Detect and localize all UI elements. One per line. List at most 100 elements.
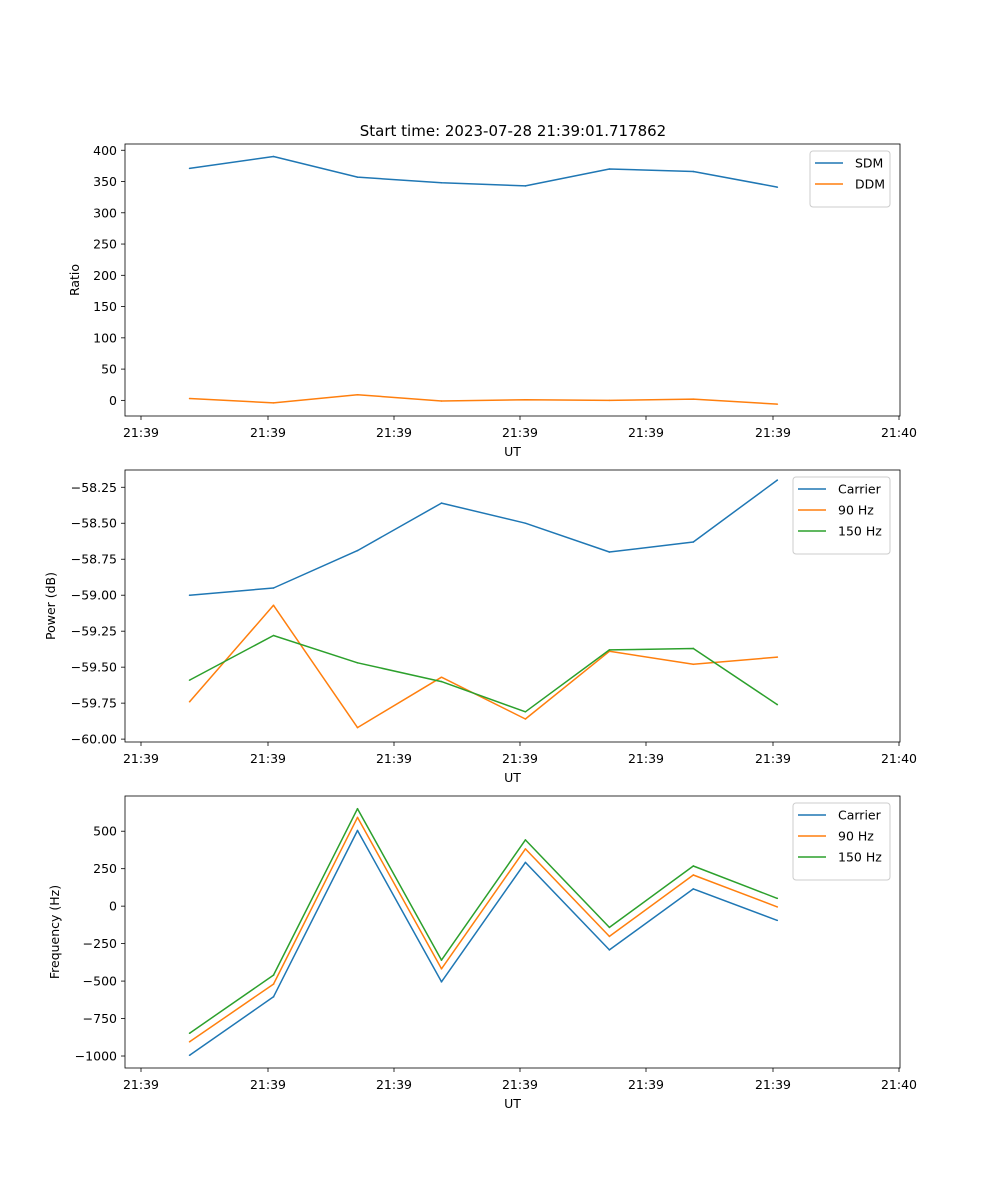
data-point-150-hz — [440, 959, 443, 961]
series-line-ddm — [189, 393, 778, 405]
x-tick-label: 21:39 — [250, 1077, 286, 1092]
series-line-carrier — [189, 829, 778, 1056]
y-tick-label: 50 — [101, 362, 117, 377]
data-point-sdm — [524, 185, 527, 187]
y-tick-label: −59.75 — [71, 696, 117, 711]
y-tick-label: 300 — [93, 205, 117, 220]
data-point-carrier — [440, 981, 443, 983]
legend-box — [792, 476, 891, 555]
x-tick-label: 21:39 — [250, 751, 286, 766]
series-line-90-hz — [189, 604, 778, 729]
data-point-150-hz — [272, 974, 275, 976]
data-point-ddm — [524, 398, 527, 401]
x-tick-label: 21:39 — [123, 425, 159, 440]
y-tick-label: −750 — [83, 1011, 117, 1026]
x-tick-label: 21:39 — [376, 1077, 412, 1092]
data-point-ddm — [692, 398, 695, 400]
data-point-90-hz — [608, 935, 611, 938]
legend-label: 90 Hz — [838, 503, 874, 518]
data-point-sdm — [440, 181, 443, 184]
data-point-sdm — [776, 186, 779, 188]
legend-label: SDM — [855, 156, 883, 171]
legend-label: Carrier — [838, 482, 882, 497]
y-axis-label: Frequency (Hz) — [47, 885, 62, 979]
data-point-carrier — [188, 1054, 191, 1057]
data-point-150-hz — [608, 926, 611, 929]
chart-panel-2: 21:39 21:39 21:39 21:39 21:39 21:39 21:40 UT −60… — [43, 469, 917, 785]
data-point-90-hz — [776, 906, 779, 908]
data-point-carrier — [188, 594, 191, 597]
data-point-90-hz — [188, 700, 191, 703]
figure-title: Start time: 2023-07-28 21:39:01.717862 — [360, 122, 666, 140]
y-tick-label: −58.50 — [71, 516, 117, 531]
legend-box — [792, 802, 891, 881]
x-tick-label: 21:39 — [123, 1077, 159, 1092]
data-point-150-hz — [776, 897, 779, 900]
data-point-150-hz — [188, 679, 191, 681]
legend-label: 150 Hz — [838, 524, 882, 539]
data-point-carrier — [776, 479, 779, 481]
y-axis-label: Ratio — [67, 264, 82, 296]
y-tick-label: −60.00 — [71, 732, 117, 747]
axes-frame — [124, 469, 901, 743]
series-line-150-hz — [189, 807, 778, 1034]
legend-label: 150 Hz — [838, 850, 882, 865]
data-point-carrier — [692, 888, 695, 890]
legend: SDM DDM — [809, 150, 891, 208]
x-tick-label: 21:40 — [881, 425, 917, 440]
y-tick-label: 350 — [93, 174, 117, 189]
data-point-150-hz — [356, 807, 359, 810]
axes-frame — [124, 795, 901, 1069]
y-tick-label: 200 — [93, 268, 117, 283]
legend-label: Carrier — [838, 808, 882, 823]
data-point-sdm — [272, 155, 275, 158]
y-tick-label: 250 — [93, 861, 117, 876]
data-point-carrier — [692, 541, 695, 543]
y-tick-label: −500 — [83, 974, 117, 989]
data-point-90-hz — [692, 663, 695, 666]
y-tick-label: −59.50 — [71, 660, 117, 675]
data-point-carrier — [776, 919, 779, 922]
x-tick-label: 21:39 — [628, 751, 664, 766]
data-point-carrier — [524, 861, 527, 864]
x-tick-label: 21:39 — [376, 751, 412, 766]
data-point-150-hz — [272, 634, 275, 637]
axes-frame — [124, 143, 901, 417]
legend-label: DDM — [855, 177, 885, 192]
data-point-150-hz — [692, 647, 695, 650]
data-point-150-hz — [188, 1032, 191, 1035]
data-point-90-hz — [524, 718, 527, 720]
data-point-150-hz — [356, 662, 359, 664]
data-point-150-hz — [776, 703, 779, 706]
x-tick-label: 21:39 — [755, 1077, 791, 1092]
data-point-90-hz — [272, 604, 275, 607]
data-point-ddm — [272, 402, 275, 404]
data-point-90-hz — [524, 848, 527, 850]
chart-panel-1: 21:39 21:39 21:39 21:39 21:39 21:39 21:40 UT 0 50… — [67, 143, 917, 459]
y-tick-label: −58.25 — [71, 480, 117, 495]
data-point-carrier — [272, 587, 275, 589]
data-point-sdm — [356, 176, 359, 178]
y-tick-label: −58.75 — [71, 552, 117, 567]
data-point-90-hz — [776, 656, 779, 658]
data-point-ddm — [776, 403, 779, 405]
data-point-90-hz — [272, 983, 275, 985]
data-point-carrier — [608, 949, 611, 951]
data-point-90-hz — [188, 1040, 191, 1043]
data-point-150-hz — [440, 680, 443, 683]
x-tick-label: 21:39 — [628, 1077, 664, 1092]
y-tick-label: −59.00 — [71, 588, 117, 603]
data-point-90-hz — [356, 726, 359, 729]
y-tick-label: 400 — [93, 143, 117, 158]
y-axis-label: Power (dB) — [43, 572, 58, 640]
data-point-ddm — [356, 393, 359, 396]
data-point-90-hz — [440, 967, 443, 970]
x-tick-label: 21:39 — [250, 425, 286, 440]
legend: Carrier 90 Hz 150 Hz — [792, 476, 891, 555]
data-point-carrier — [524, 522, 527, 525]
y-tick-label: 0 — [109, 899, 117, 914]
data-point-ddm — [440, 400, 443, 402]
x-tick-label: 21:39 — [376, 425, 412, 440]
data-point-carrier — [356, 829, 359, 832]
